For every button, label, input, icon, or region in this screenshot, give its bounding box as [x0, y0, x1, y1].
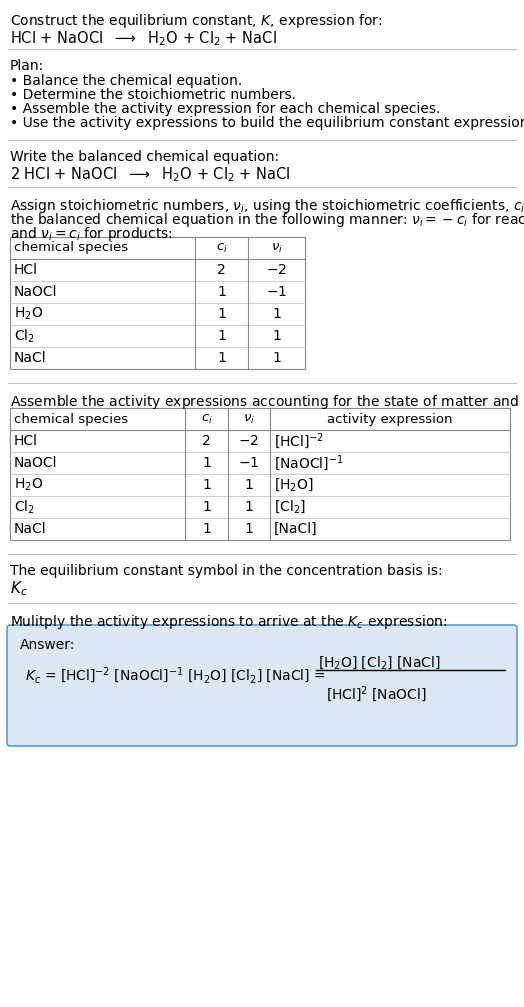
Text: 1: 1: [245, 478, 254, 492]
Text: 1: 1: [202, 500, 211, 514]
Text: chemical species: chemical species: [14, 242, 128, 255]
Text: $K_c$: $K_c$: [10, 579, 28, 598]
Text: Construct the equilibrium constant, $K$, expression for:: Construct the equilibrium constant, $K$,…: [10, 12, 383, 30]
Text: $c_i$: $c_i$: [201, 413, 212, 426]
Text: [H$_2$O]: [H$_2$O]: [274, 476, 313, 493]
Text: H$_2$O: H$_2$O: [14, 306, 43, 322]
Text: 1: 1: [217, 307, 226, 321]
Text: • Balance the chemical equation.: • Balance the chemical equation.: [10, 74, 242, 88]
Text: $K_c$ = [HCl]$^{-2}$ [NaOCl]$^{-1}$ [H$_2$O] [Cl$_2$] [NaCl] =: $K_c$ = [HCl]$^{-2}$ [NaOCl]$^{-1}$ [H$_…: [25, 666, 327, 687]
Text: $-2$: $-2$: [266, 263, 287, 277]
Text: 2: 2: [202, 434, 211, 448]
Text: • Use the activity expressions to build the equilibrium constant expression.: • Use the activity expressions to build …: [10, 116, 524, 130]
Text: Mulitply the activity expressions to arrive at the $K_c$ expression:: Mulitply the activity expressions to arr…: [10, 613, 447, 631]
Text: [Cl$_2$]: [Cl$_2$]: [274, 498, 306, 516]
Text: 1: 1: [202, 456, 211, 470]
Text: The equilibrium constant symbol in the concentration basis is:: The equilibrium constant symbol in the c…: [10, 564, 443, 578]
Text: NaOCl: NaOCl: [14, 456, 58, 470]
Text: $\nu_i$: $\nu_i$: [243, 413, 255, 426]
Text: • Determine the stoichiometric numbers.: • Determine the stoichiometric numbers.: [10, 88, 296, 102]
Text: Answer:: Answer:: [20, 638, 75, 652]
Bar: [10, 408, 510, 540]
Text: Cl$_2$: Cl$_2$: [14, 327, 35, 344]
Text: chemical species: chemical species: [14, 413, 128, 426]
Text: $c_i$: $c_i$: [215, 242, 227, 255]
Text: $-1$: $-1$: [266, 285, 287, 299]
Text: $-1$: $-1$: [238, 456, 259, 470]
Text: $\nu_i$: $\nu_i$: [270, 242, 282, 255]
Text: Plan:: Plan:: [10, 59, 44, 73]
Bar: [10, 237, 305, 369]
Text: Cl$_2$: Cl$_2$: [14, 498, 35, 516]
Text: NaCl: NaCl: [14, 351, 47, 365]
Text: 1: 1: [272, 307, 281, 321]
FancyBboxPatch shape: [7, 625, 517, 746]
Text: NaCl: NaCl: [14, 522, 47, 536]
Text: Write the balanced chemical equation:: Write the balanced chemical equation:: [10, 150, 279, 164]
Text: and $\nu_i = c_i$ for products:: and $\nu_i = c_i$ for products:: [10, 225, 173, 243]
Text: Assemble the activity expressions accounting for the state of matter and $\nu_i$: Assemble the activity expressions accoun…: [10, 393, 524, 411]
Text: 1: 1: [272, 329, 281, 343]
Text: [H$_2$O] [Cl$_2$] [NaCl]: [H$_2$O] [Cl$_2$] [NaCl]: [318, 654, 441, 671]
Text: 1: 1: [217, 351, 226, 365]
Text: 1: 1: [272, 351, 281, 365]
Text: 1: 1: [202, 522, 211, 536]
Text: [HCl]$^2$ [NaOCl]: [HCl]$^2$ [NaOCl]: [326, 684, 427, 704]
Text: [HCl]$^{-2}$: [HCl]$^{-2}$: [274, 431, 324, 451]
Text: NaOCl: NaOCl: [14, 285, 58, 299]
Text: 1: 1: [217, 329, 226, 343]
Text: H$_2$O: H$_2$O: [14, 476, 43, 493]
Text: 1: 1: [245, 522, 254, 536]
Text: • Assemble the activity expression for each chemical species.: • Assemble the activity expression for e…: [10, 102, 440, 116]
Text: 1: 1: [202, 478, 211, 492]
Text: [NaOCl]$^{-1}$: [NaOCl]$^{-1}$: [274, 453, 344, 473]
Text: the balanced chemical equation in the following manner: $\nu_i = -c_i$ for react: the balanced chemical equation in the fo…: [10, 211, 524, 229]
Text: HCl + NaOCl  $\longrightarrow$  H$_2$O + Cl$_2$ + NaCl: HCl + NaOCl $\longrightarrow$ H$_2$O + C…: [10, 29, 277, 47]
Text: 1: 1: [245, 500, 254, 514]
Text: Assign stoichiometric numbers, $\nu_i$, using the stoichiometric coefficients, $: Assign stoichiometric numbers, $\nu_i$, …: [10, 197, 524, 215]
Text: 1: 1: [217, 285, 226, 299]
Text: HCl: HCl: [14, 434, 38, 448]
Text: HCl: HCl: [14, 263, 38, 277]
Text: 2: 2: [217, 263, 226, 277]
Text: $-2$: $-2$: [238, 434, 259, 448]
Text: [NaCl]: [NaCl]: [274, 522, 318, 536]
Text: activity expression: activity expression: [328, 413, 453, 426]
Text: 2 HCl + NaOCl  $\longrightarrow$  H$_2$O + Cl$_2$ + NaCl: 2 HCl + NaOCl $\longrightarrow$ H$_2$O +…: [10, 165, 291, 183]
